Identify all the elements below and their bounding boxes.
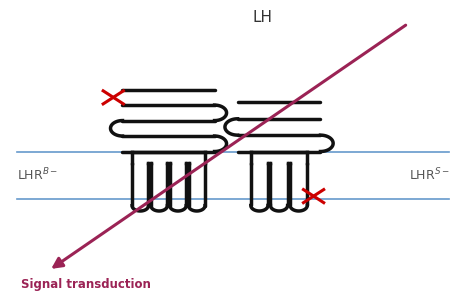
- Text: LHR$^{B-}$: LHR$^{B-}$: [17, 167, 58, 184]
- Text: Signal transduction: Signal transduction: [21, 278, 151, 291]
- Text: LHR$^{S-}$: LHR$^{S-}$: [409, 167, 449, 184]
- Text: LH: LH: [253, 10, 273, 25]
